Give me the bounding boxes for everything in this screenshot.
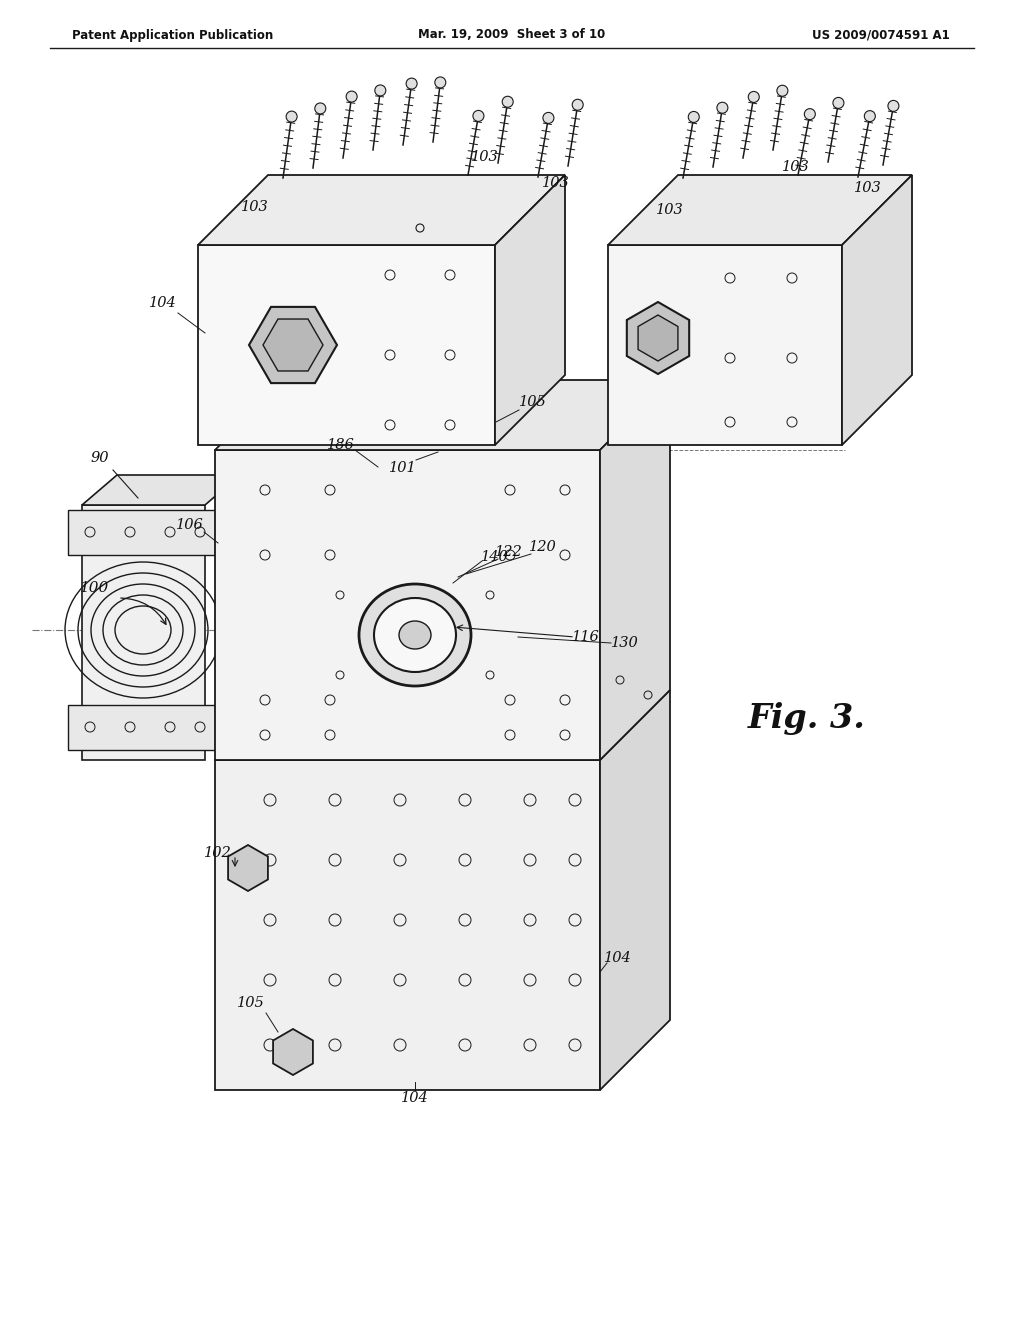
Text: 105: 105: [519, 395, 547, 409]
Text: 186: 186: [327, 438, 355, 451]
Polygon shape: [600, 380, 670, 760]
Circle shape: [833, 98, 844, 108]
Polygon shape: [82, 506, 205, 760]
Text: US 2009/0074591 A1: US 2009/0074591 A1: [812, 29, 950, 41]
Text: 120: 120: [529, 540, 557, 554]
Text: 116: 116: [572, 630, 600, 644]
Polygon shape: [495, 176, 565, 445]
Text: 104: 104: [150, 296, 177, 310]
Polygon shape: [638, 315, 678, 360]
Polygon shape: [82, 475, 240, 506]
Text: 101: 101: [389, 461, 417, 475]
Polygon shape: [608, 176, 912, 246]
Circle shape: [749, 91, 759, 103]
Text: 103: 103: [542, 176, 570, 190]
Ellipse shape: [399, 620, 431, 649]
Text: 104: 104: [604, 950, 632, 965]
Polygon shape: [228, 845, 268, 891]
Polygon shape: [215, 690, 670, 760]
Circle shape: [688, 111, 699, 123]
Polygon shape: [215, 760, 600, 1090]
Text: 106: 106: [176, 517, 204, 532]
Polygon shape: [68, 705, 215, 750]
Ellipse shape: [359, 583, 471, 686]
Polygon shape: [627, 302, 689, 374]
Circle shape: [717, 102, 728, 114]
Text: 122: 122: [496, 545, 523, 558]
Polygon shape: [215, 380, 670, 450]
Polygon shape: [249, 306, 337, 383]
Text: 103: 103: [241, 201, 269, 214]
Text: 103: 103: [782, 160, 810, 174]
Text: Mar. 19, 2009  Sheet 3 of 10: Mar. 19, 2009 Sheet 3 of 10: [419, 29, 605, 41]
Text: 105: 105: [238, 997, 265, 1010]
Text: 140: 140: [481, 550, 509, 564]
Text: Fig. 3.: Fig. 3.: [748, 702, 866, 735]
Polygon shape: [600, 690, 670, 1090]
Polygon shape: [842, 176, 912, 445]
Circle shape: [777, 86, 787, 96]
Text: 102: 102: [204, 846, 231, 861]
Circle shape: [375, 84, 386, 96]
Circle shape: [346, 91, 357, 102]
Text: 90: 90: [91, 451, 110, 465]
Circle shape: [407, 78, 417, 90]
Text: 103: 103: [854, 181, 882, 195]
Polygon shape: [68, 510, 215, 554]
Circle shape: [572, 99, 584, 111]
Polygon shape: [608, 246, 842, 445]
Circle shape: [314, 103, 326, 114]
Circle shape: [502, 96, 513, 107]
Circle shape: [888, 100, 899, 111]
Circle shape: [435, 77, 445, 88]
Ellipse shape: [374, 598, 456, 672]
Circle shape: [804, 108, 815, 120]
Text: 103: 103: [656, 203, 684, 216]
Polygon shape: [198, 176, 565, 246]
Circle shape: [473, 111, 484, 121]
Circle shape: [864, 111, 876, 121]
Polygon shape: [273, 1030, 313, 1074]
Text: 103: 103: [471, 150, 499, 164]
Polygon shape: [215, 450, 600, 760]
Polygon shape: [198, 246, 495, 445]
Circle shape: [543, 112, 554, 123]
Text: 100: 100: [80, 581, 110, 595]
Circle shape: [286, 111, 297, 123]
Text: Patent Application Publication: Patent Application Publication: [72, 29, 273, 41]
Text: 104: 104: [401, 1092, 429, 1105]
Polygon shape: [263, 319, 323, 371]
Text: 130: 130: [611, 636, 639, 649]
